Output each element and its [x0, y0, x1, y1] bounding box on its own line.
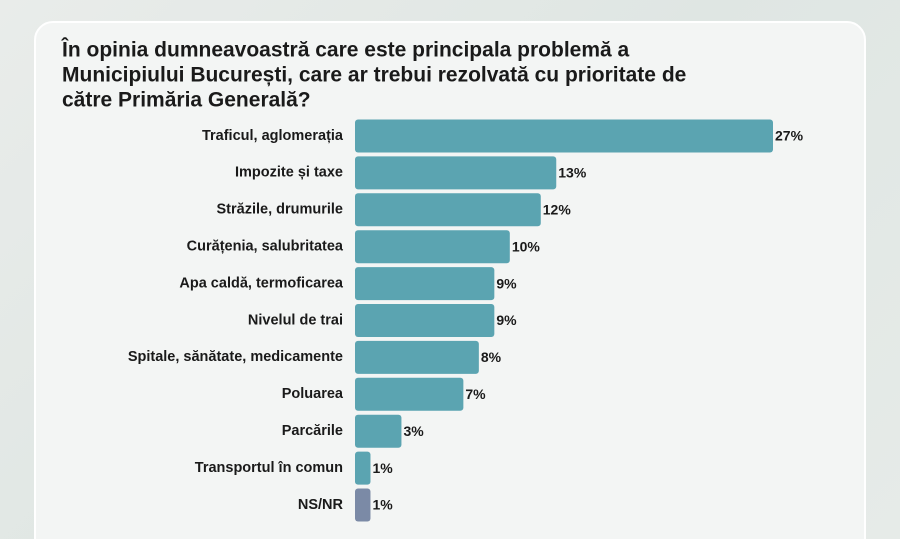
category-label: Parcările	[282, 423, 343, 439]
bar	[355, 304, 495, 337]
value-label: 13%	[558, 165, 587, 181]
bar	[355, 488, 371, 522]
bar	[355, 156, 557, 190]
category-label: Străzile, drumurile	[216, 202, 343, 218]
category-label: Spitale, sănătate, medicamente	[128, 349, 343, 365]
chart-title: către Primăria Generală?	[62, 89, 311, 112]
chart-title: Municipiului București, care ar trebui r…	[62, 64, 686, 87]
bar	[355, 267, 495, 301]
value-label: 3%	[403, 423, 424, 439]
category-label: Transportul în comun	[195, 460, 343, 476]
bar	[355, 414, 402, 448]
value-label: 8%	[481, 349, 502, 365]
value-label: 1%	[372, 497, 393, 513]
bar	[355, 340, 479, 374]
bar	[355, 377, 464, 411]
category-label: Apa caldă, termoficarea	[179, 275, 344, 291]
bar	[355, 193, 541, 227]
chart-title: În opinia dumneavoastră care este princi…	[61, 38, 630, 62]
bar	[355, 230, 510, 264]
category-label: Poluarea	[282, 386, 344, 402]
bar	[355, 451, 371, 485]
category-label: Traficul, aglomerația	[202, 128, 344, 144]
bar	[355, 119, 773, 153]
category-label: NS/NR	[298, 497, 344, 513]
value-label: 27%	[775, 128, 804, 144]
category-label: Impozite și taxe	[235, 165, 343, 181]
category-label: Curățenia, salubritatea	[187, 239, 344, 255]
value-label: 9%	[496, 275, 517, 291]
value-label: 12%	[543, 202, 572, 218]
value-label: 7%	[465, 386, 486, 402]
category-label: Nivelul de trai	[248, 312, 343, 328]
value-label: 10%	[512, 238, 541, 254]
value-label: 9%	[496, 312, 517, 328]
value-label: 1%	[372, 460, 393, 476]
